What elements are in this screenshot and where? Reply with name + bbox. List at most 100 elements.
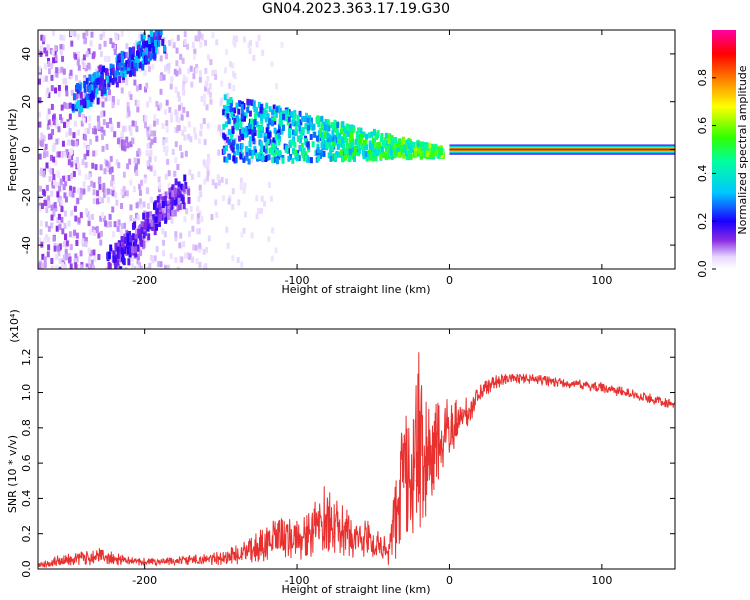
- heatmap-cell: [180, 183, 184, 191]
- heatmap-cell: [175, 47, 179, 54]
- heatmap-cell: [311, 124, 315, 131]
- heatmap-cell: [267, 236, 271, 243]
- heatmap-cell: [142, 231, 146, 239]
- heatmap-cell: [56, 123, 60, 130]
- heatmap-cell: [232, 151, 236, 158]
- heatmap-cell: [187, 133, 191, 140]
- tone-stripe: [449, 152, 675, 154]
- heatmap-cell: [282, 113, 286, 120]
- heatmap-cell: [405, 150, 409, 157]
- heatmap-cell: [72, 171, 76, 178]
- heatmap-cell: [148, 262, 152, 269]
- heatmap-cell: [329, 150, 333, 157]
- heatmap-cell: [417, 142, 421, 149]
- heatmap-cell: [69, 263, 73, 269]
- heatmap-cell: [39, 45, 43, 52]
- heatmap-cell: [232, 35, 236, 42]
- heatmap-cell: [62, 241, 66, 248]
- heatmap-cell: [81, 58, 85, 65]
- heatmap-cell: [149, 165, 153, 172]
- heatmap-cell: [173, 187, 177, 195]
- heatmap-cell: [248, 122, 252, 129]
- heatmap-cell: [92, 189, 96, 196]
- heatmap-cell: [330, 145, 334, 152]
- heatmap-cell: [169, 83, 173, 90]
- heatmap-cell: [61, 140, 65, 147]
- heatmap-cell: [280, 41, 284, 48]
- heatmap-cell: [374, 155, 378, 162]
- heatmap-cell: [97, 254, 101, 261]
- heatmap-cell: [126, 73, 130, 80]
- heatmap-cell: [323, 124, 327, 131]
- heatmap-cell: [100, 110, 104, 117]
- heatmap-cell: [380, 146, 384, 153]
- heatmap-cell: [225, 178, 229, 185]
- heatmap-cell: [352, 152, 356, 159]
- heatmap-cell: [145, 82, 149, 89]
- heatmap-cell: [175, 110, 179, 117]
- heatmap-cell: [47, 225, 51, 232]
- heatmap-cell: [60, 199, 64, 206]
- heatmap-cell: [417, 147, 421, 154]
- heatmap-cell: [114, 261, 118, 269]
- heatmap-cell: [344, 135, 348, 142]
- heatmap-cell: [182, 79, 186, 86]
- heatmap-cell: [43, 237, 47, 244]
- heatmap-cell: [233, 72, 237, 79]
- heatmap-cell: [107, 252, 111, 260]
- heatmap-cell: [336, 132, 340, 139]
- heatmap-cell: [101, 79, 105, 87]
- heatmap-cell: [300, 149, 304, 156]
- heatmap-cell: [320, 142, 324, 149]
- heatmap-cell: [181, 196, 185, 204]
- heatmap-cell: [79, 193, 83, 200]
- heatmap-cell: [251, 149, 255, 156]
- heatmap-cell: [91, 226, 95, 233]
- heatmap-cell: [124, 241, 128, 248]
- heatmap-cell: [79, 212, 83, 219]
- heatmap-cell: [164, 173, 168, 180]
- heatmap-cell: [259, 140, 263, 147]
- heatmap-cell: [339, 149, 343, 156]
- heatmap-cell: [81, 159, 85, 166]
- heatmap-cell: [241, 127, 245, 134]
- heatmap-cell: [437, 147, 441, 154]
- heatmap-cell: [57, 213, 61, 220]
- heatmap-cell: [162, 210, 166, 218]
- chart-title: GN04.2023.363.17.19.G30: [261, 1, 451, 17]
- heatmap-cell: [179, 232, 183, 239]
- snr-data-point: [220, 557, 222, 560]
- heatmap-cell: [167, 208, 171, 216]
- heatmap-cell: [155, 101, 159, 108]
- heatmap-cell: [272, 104, 276, 111]
- heatmap-cell: [215, 39, 219, 46]
- heatmap-cell: [153, 155, 157, 162]
- heatmap-cell: [50, 265, 54, 269]
- snr-data-point: [128, 561, 131, 563]
- heatmap-cell: [120, 247, 124, 255]
- heatmap-cell: [47, 244, 51, 251]
- heatmap-cell: [59, 114, 63, 121]
- heatmap-cell: [75, 163, 79, 170]
- heatmap-cell: [158, 208, 162, 216]
- heatmap-cell: [99, 164, 103, 171]
- heatmap-cell: [126, 112, 130, 119]
- heatmap-cell: [274, 134, 278, 141]
- heatmap-cell: [136, 254, 140, 261]
- heatmap-cell: [59, 49, 63, 56]
- heatmap-cell: [186, 43, 190, 50]
- heatmap-cell: [83, 38, 87, 45]
- heatmap-cell: [77, 64, 81, 71]
- heatmap-cell: [52, 173, 56, 180]
- spec-ytick-label: 40: [20, 47, 33, 61]
- heatmap-cell: [97, 232, 101, 239]
- heatmap-cell: [174, 156, 178, 163]
- heatmap-cell: [217, 179, 221, 186]
- heatmap-cell: [111, 206, 115, 213]
- heatmap-cell: [78, 110, 82, 117]
- heatmap-cell: [148, 211, 152, 219]
- heatmap-cell: [111, 95, 115, 102]
- heatmap-cell: [142, 32, 146, 40]
- heatmap-cell: [125, 247, 129, 255]
- heatmap-cell: [179, 53, 183, 60]
